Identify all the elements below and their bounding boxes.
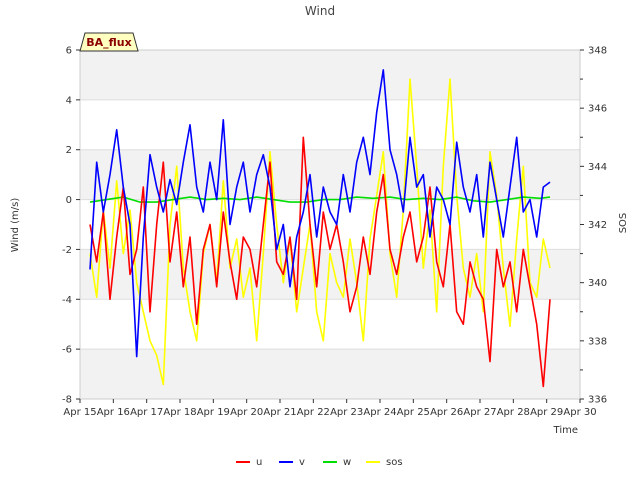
legend: u v w sos [236, 457, 403, 468]
x-tick-label: Apr 29 [530, 407, 563, 418]
x-tick-label: Apr 15 [63, 407, 96, 418]
legend-label-w: w [343, 457, 351, 468]
axes: Apr 15 Apr 16 Apr 17 Apr 18 Apr 19 Apr 20 Apr … [62, 46, 607, 419]
y2-tick-label: 336 [588, 395, 607, 406]
legend-label-sos: sos [386, 457, 403, 468]
series-line-u [89, 136, 551, 388]
x-tick-label: Apr 30 [563, 407, 596, 418]
x-tick-label: Apr 21 [263, 407, 296, 418]
site-badge-label: BA_flux [86, 36, 131, 49]
x-tick-label: Apr 24 [363, 407, 396, 418]
x-tick-label: Apr 19 [197, 407, 230, 418]
x-tick-label: Apr 17 [130, 407, 163, 418]
y-tick-label: -6 [62, 345, 72, 356]
y-tick-label: -2 [62, 245, 72, 256]
site-badge: BA_flux [79, 32, 139, 52]
y-axis-title: Wind (m/s) [10, 198, 21, 253]
legend-label-v: v [299, 457, 305, 468]
x-tick-label: Apr 25 [397, 407, 430, 418]
y-tick-label: -4 [62, 295, 72, 306]
grid-band-0 [80, 50, 580, 100]
legend-label-u: u [256, 457, 262, 468]
x-tick-label: Apr 27 [463, 407, 496, 418]
y-tick-label: 4 [66, 95, 72, 106]
grid-band-1 [80, 149, 580, 200]
y-tick-label: 6 [66, 46, 72, 57]
y2-tick-label: 344 [588, 162, 607, 173]
y-tick-label: -8 [62, 395, 72, 406]
chart-title: Wind [305, 4, 335, 18]
y2-axis-title: SOS [618, 213, 629, 234]
y-tick-label: 0 [66, 195, 72, 206]
x-tick-label: Apr 22 [297, 407, 330, 418]
x-tick-label: Apr 23 [330, 407, 363, 418]
y2-tick-label: 340 [588, 278, 607, 289]
y2-tick-label: 348 [588, 46, 607, 57]
y2-tick-label: 338 [588, 336, 607, 347]
series-layer [89, 69, 551, 388]
x-tick-label: Apr 18 [163, 407, 196, 418]
x-tick-label: Apr 20 [230, 407, 263, 418]
series-line-v [89, 69, 551, 358]
x-tick-label: Apr 16 [97, 407, 130, 418]
y-tick-label: 2 [66, 145, 72, 156]
x-axis-title: Time [553, 425, 578, 436]
y2-tick-label: 346 [588, 104, 607, 115]
site-badge-shape [79, 32, 139, 52]
x-tick-label: Apr 26 [430, 407, 463, 418]
x-tick-label: Apr 28 [497, 407, 530, 418]
y2-tick-label: 342 [588, 220, 607, 231]
grid-band-3 [80, 349, 580, 399]
